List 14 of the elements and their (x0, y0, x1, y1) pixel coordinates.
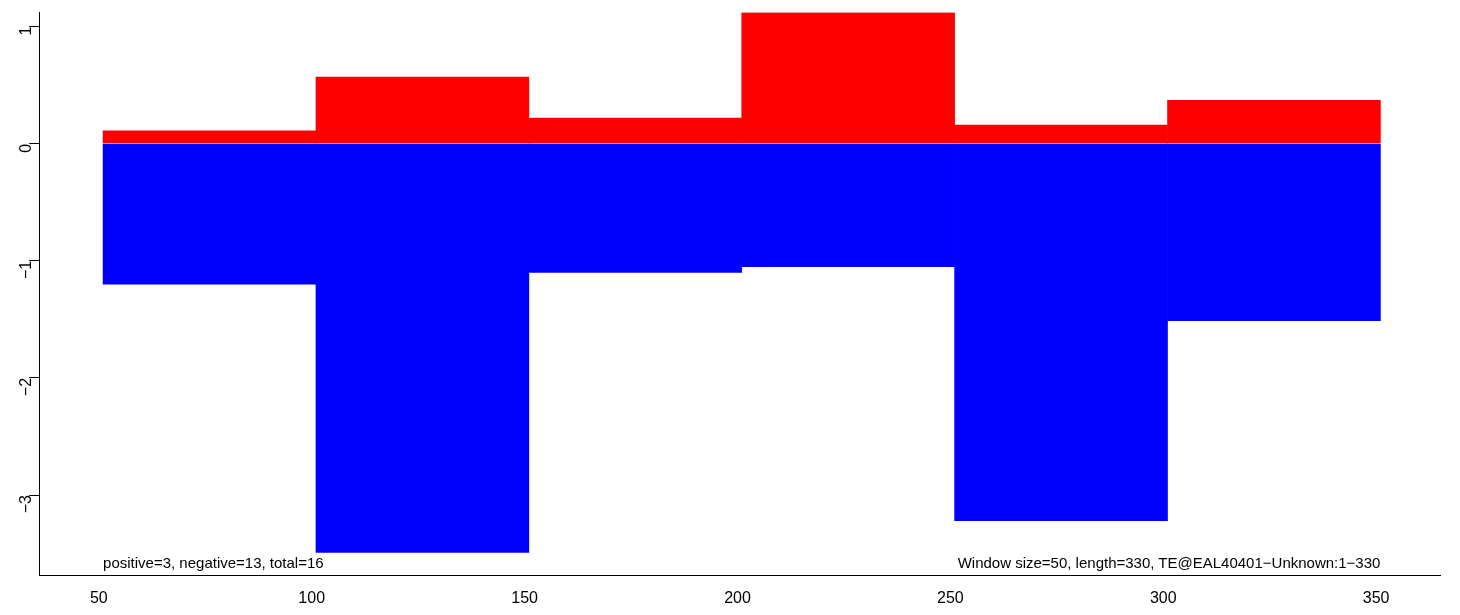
y-tick-label: −2 (16, 377, 34, 397)
annotation: positive=3, negative=13, total=16 (103, 553, 324, 571)
y-tick-label: 1 (16, 26, 34, 36)
annotation: Window size=50, length=330, TE@EAL40401−Unknown:1−330 (957, 553, 1381, 571)
y-tick-label: 0 (16, 143, 34, 153)
x-tick-label: 350 (1362, 588, 1390, 606)
y-tick-label: −3 (16, 494, 34, 514)
y-tick-label: −1 (16, 260, 34, 280)
x-tick-label: 100 (298, 588, 326, 606)
x-tick-label: 150 (511, 588, 539, 606)
x-tick-label: 200 (724, 588, 751, 606)
x-tick-label: 300 (1149, 588, 1177, 606)
x-tick-label: 50 (89, 588, 108, 606)
x-tick-label: 250 (937, 588, 964, 606)
